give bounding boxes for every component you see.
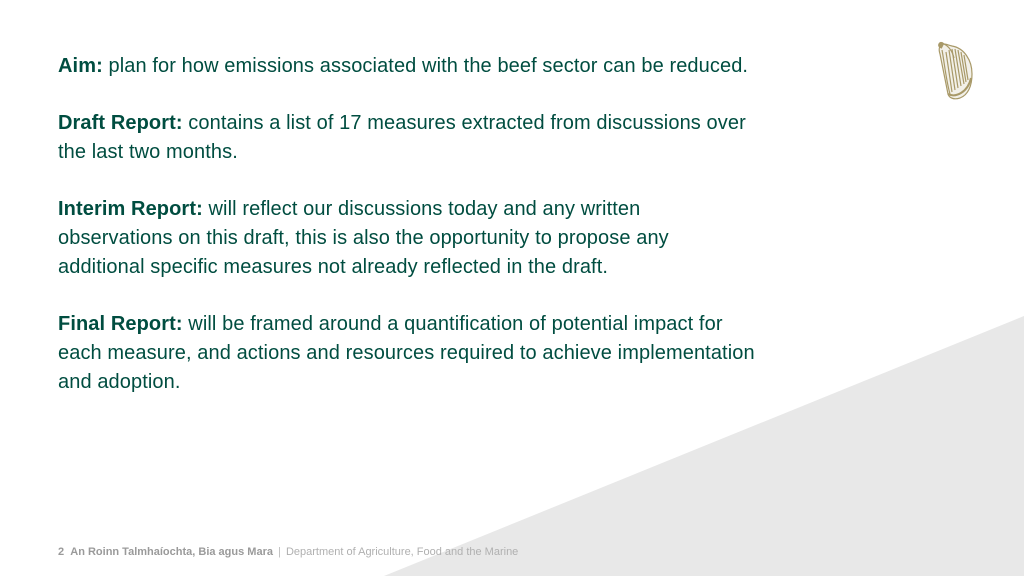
slide-footer: 2 An Roinn Talmhaíochta, Bia agus Mara |…	[58, 546, 518, 558]
harp-icon	[934, 40, 976, 102]
paragraph-aim: Aim: plan for how emissions associated w…	[58, 52, 758, 81]
label-final: Final Report:	[58, 313, 183, 335]
page-number: 2	[58, 546, 64, 558]
dept-name-irish: An Roinn Talmhaíochta, Bia agus Mara	[70, 546, 273, 558]
slide: Aim: plan for how emissions associated w…	[0, 0, 1024, 576]
paragraph-interim: Interim Report: will reflect our discuss…	[58, 195, 758, 282]
paragraph-final: Final Report: will be framed around a qu…	[58, 310, 758, 397]
label-interim: Interim Report:	[58, 198, 203, 220]
footer-separator: |	[278, 546, 281, 558]
text-aim: plan for how emissions associated with t…	[103, 55, 748, 77]
label-draft: Draft Report:	[58, 112, 183, 134]
slide-body: Aim: plan for how emissions associated w…	[58, 52, 758, 425]
paragraph-draft: Draft Report: contains a list of 17 meas…	[58, 109, 758, 167]
dept-name-english: Department of Agriculture, Food and the …	[286, 546, 518, 558]
label-aim: Aim:	[58, 55, 103, 77]
